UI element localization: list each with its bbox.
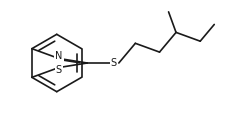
Text: S: S: [56, 65, 62, 75]
Text: S: S: [111, 58, 117, 68]
Text: N: N: [55, 51, 62, 61]
